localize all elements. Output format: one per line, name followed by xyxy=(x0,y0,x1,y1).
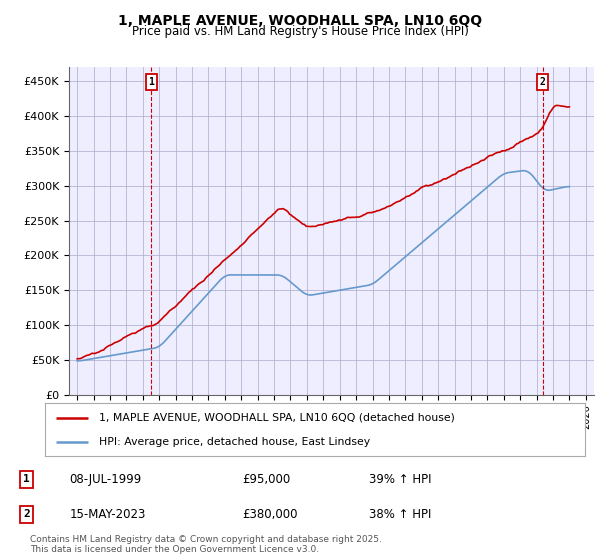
Text: HPI: Average price, detached house, East Lindsey: HPI: Average price, detached house, East… xyxy=(99,437,370,447)
Text: £380,000: £380,000 xyxy=(242,508,298,521)
Text: 2: 2 xyxy=(540,77,545,87)
Text: 15-MAY-2023: 15-MAY-2023 xyxy=(70,508,146,521)
Text: 2: 2 xyxy=(23,510,30,520)
Text: 1: 1 xyxy=(148,77,154,87)
Text: 1, MAPLE AVENUE, WOODHALL SPA, LN10 6QQ: 1, MAPLE AVENUE, WOODHALL SPA, LN10 6QQ xyxy=(118,14,482,28)
Text: 1, MAPLE AVENUE, WOODHALL SPA, LN10 6QQ (detached house): 1, MAPLE AVENUE, WOODHALL SPA, LN10 6QQ … xyxy=(99,413,455,423)
Text: £95,000: £95,000 xyxy=(242,473,290,486)
Text: Contains HM Land Registry data © Crown copyright and database right 2025.
This d: Contains HM Land Registry data © Crown c… xyxy=(30,535,382,554)
Text: 08-JUL-1999: 08-JUL-1999 xyxy=(70,473,142,486)
Text: Price paid vs. HM Land Registry's House Price Index (HPI): Price paid vs. HM Land Registry's House … xyxy=(131,25,469,38)
Text: 1: 1 xyxy=(23,474,30,484)
Text: 38% ↑ HPI: 38% ↑ HPI xyxy=(369,508,431,521)
Text: 39% ↑ HPI: 39% ↑ HPI xyxy=(369,473,431,486)
